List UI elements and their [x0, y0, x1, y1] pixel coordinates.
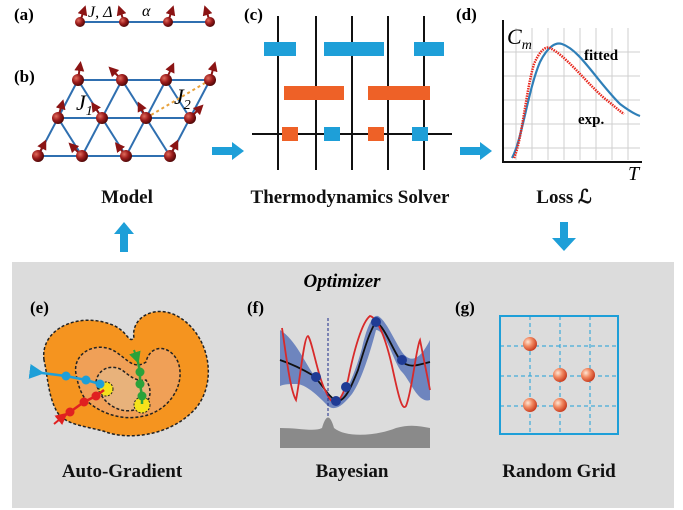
panel-label-e: (e) [30, 298, 49, 317]
auto-gradient-caption: Auto-Gradient [62, 461, 183, 482]
lattice-spin [72, 61, 85, 86]
spin-chain: (a) J, Δ α [14, 3, 215, 27]
fitted-label: fitted [584, 48, 619, 64]
cm-label: Cm [507, 24, 532, 53]
panel-label-b: (b) [14, 67, 35, 86]
bayesian-diagram: (f) Bayesian [247, 298, 431, 482]
lattice-spin [68, 142, 88, 162]
chain-spin [75, 5, 88, 27]
chain-params-label: J, Δ [88, 4, 113, 21]
triangular-lattice: (b) J1 J2 Model [14, 61, 218, 208]
random-grid-caption: Random Grid [502, 461, 616, 482]
lattice-spin [108, 66, 128, 86]
solver-caption: Thermodynamics Solver [251, 187, 451, 208]
j2-label: J2 [174, 84, 191, 113]
model-caption: Model [101, 187, 153, 208]
chain-spin [202, 5, 215, 27]
exp-label: exp. [578, 112, 605, 128]
lattice-spin [164, 139, 179, 162]
loss-caption: Loss ℒ [536, 187, 592, 208]
panel-label-f: (f) [247, 298, 264, 317]
bayesian-caption: Bayesian [316, 461, 389, 482]
panel-label-a: (a) [14, 5, 34, 24]
down-arrow-icon [552, 222, 576, 251]
sample-point [523, 337, 537, 351]
j2-bond [145, 79, 211, 119]
chain-spin [163, 5, 176, 27]
sample-point [581, 368, 595, 382]
lattice-spin [114, 142, 132, 162]
lattice-spin [137, 101, 152, 124]
random-grid-diagram: (g) Random Grid [455, 298, 619, 482]
chain-spin [116, 5, 129, 27]
up-arrow-icon [114, 222, 134, 252]
lattice-spin [91, 101, 108, 124]
panel-label-c: (c) [244, 5, 263, 24]
chain-alpha-label: α [142, 3, 151, 20]
auto-gradient-diagram: (e) Auto-Gradient [28, 298, 210, 482]
experimental-curve [512, 46, 625, 159]
lattice-spin [32, 139, 47, 162]
lattice-spin [160, 62, 175, 86]
optimizer-title: Optimizer [303, 271, 381, 292]
solver-diagram: (c) Thermodynamics Solver [244, 5, 452, 208]
panel-label-g: (g) [455, 298, 475, 317]
lattice-spin [204, 61, 218, 86]
fitted-curve [511, 42, 641, 159]
t-axis-label: T [628, 163, 641, 185]
heat-capacity-plot: (d) Cm fitted exp. T Loss ℒ [456, 5, 642, 208]
sample-point [553, 368, 567, 382]
sample-point [553, 398, 567, 412]
flow-arrow-icon [212, 142, 244, 160]
sample-point [523, 398, 537, 412]
j1-label: J1 [76, 90, 93, 119]
lattice-spin [52, 99, 66, 124]
panel-label-d: (d) [456, 5, 477, 24]
lattice-spin [184, 104, 204, 124]
flow-arrow-icon [460, 142, 492, 160]
